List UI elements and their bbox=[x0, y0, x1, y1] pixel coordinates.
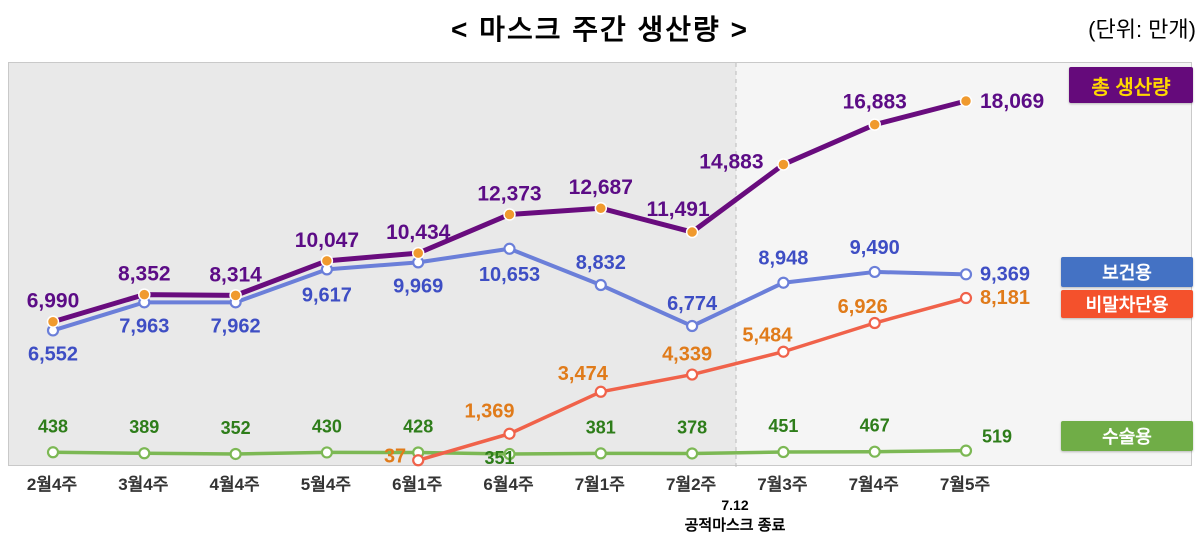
data-point bbox=[777, 345, 790, 358]
data-label: 9,490 bbox=[850, 237, 900, 259]
data-label: 9,617 bbox=[302, 284, 352, 306]
data-point bbox=[777, 158, 790, 171]
data-label: 5,484 bbox=[742, 325, 793, 347]
data-label: 3,474 bbox=[558, 363, 609, 385]
legend-total-production: 총 생산량 bbox=[1069, 67, 1193, 103]
data-point bbox=[229, 447, 242, 461]
x-axis: 2월4주 3월4주 4월4주 5월4주 6월1주 6월4주 7월1주 7월2주 7월3주 7월4주… bbox=[8, 470, 1192, 494]
x-axis-label: 7월4주 bbox=[848, 475, 899, 494]
data-label: 381 bbox=[586, 417, 616, 437]
annotation-public-mask-end: 7.12 공적마스크 종료 bbox=[685, 497, 786, 535]
page-title: < 마스크 주간 생산량 > bbox=[451, 14, 749, 45]
data-point bbox=[138, 288, 151, 301]
x-axis-label: 6월4주 bbox=[483, 475, 534, 494]
x-axis-label: 7월3주 bbox=[757, 475, 808, 494]
data-point bbox=[959, 94, 973, 108]
legend-surgical-mask: 수술용 bbox=[1061, 421, 1193, 451]
x-axis-label: 7월1주 bbox=[574, 475, 625, 494]
x-axis-label: 7월2주 bbox=[665, 475, 717, 494]
data-label: 10,653 bbox=[479, 264, 540, 286]
x-axis-label: 6월1주 bbox=[392, 475, 443, 494]
data-label: 451 bbox=[768, 416, 798, 436]
x-axis-label: 7월5주 bbox=[939, 475, 991, 494]
data-label: 6,990 bbox=[27, 290, 80, 313]
unit-label: (단위: 만개) bbox=[1088, 17, 1196, 42]
data-point bbox=[46, 446, 60, 459]
data-point bbox=[777, 445, 790, 459]
x-axis-label: 2월4주 bbox=[26, 475, 78, 494]
data-point bbox=[320, 446, 333, 459]
legend-droplet-blocking-mask: 비말차단용 bbox=[1061, 290, 1193, 318]
data-label: 9,969 bbox=[393, 275, 443, 297]
data-point bbox=[777, 276, 790, 289]
data-label: 8,314 bbox=[209, 263, 262, 286]
data-label: 1,369 bbox=[464, 401, 514, 423]
data-label: 18,069 bbox=[980, 90, 1044, 113]
data-label: 519 bbox=[982, 427, 1012, 447]
data-label: 467 bbox=[860, 416, 890, 436]
data-point bbox=[503, 208, 516, 221]
data-label: 378 bbox=[677, 417, 707, 437]
data-label: 8,948 bbox=[758, 248, 808, 270]
data-label: 428 bbox=[403, 416, 433, 436]
data-label: 16,883 bbox=[843, 91, 907, 114]
data-point bbox=[503, 242, 516, 255]
data-point bbox=[868, 265, 881, 279]
data-label: 8,181 bbox=[980, 287, 1030, 309]
data-label: 6,774 bbox=[667, 293, 718, 315]
data-point bbox=[685, 225, 699, 239]
x-axis-label: 4월4주 bbox=[209, 475, 260, 494]
data-label: 8,352 bbox=[118, 263, 171, 286]
data-point bbox=[594, 385, 607, 398]
data-label: 430 bbox=[312, 416, 342, 436]
data-label: 351 bbox=[484, 448, 514, 467]
data-label: 7,963 bbox=[119, 315, 169, 337]
data-label: 352 bbox=[221, 418, 251, 438]
data-label: 12,373 bbox=[477, 182, 541, 205]
line-chart: 6,990 8,352 8,314 10,047 10,434 12,373 12,687 1… bbox=[27, 63, 1044, 467]
data-point bbox=[594, 201, 608, 215]
data-label: 6,552 bbox=[28, 343, 78, 365]
data-point bbox=[46, 315, 60, 328]
legend-health-mask: 보건용 bbox=[1061, 257, 1193, 287]
data-label: 4,339 bbox=[662, 344, 712, 366]
x-axis-label: 5월4주 bbox=[300, 475, 351, 494]
data-label: 6,926 bbox=[838, 296, 888, 318]
data-label: 14,883 bbox=[699, 150, 763, 173]
series-line-1 bbox=[51, 246, 968, 333]
data-label: 8,832 bbox=[576, 252, 626, 274]
annotation-date: 7.12 bbox=[721, 497, 749, 513]
data-point bbox=[685, 447, 699, 460]
data-label: 11,491 bbox=[647, 198, 710, 221]
data-label: 12,687 bbox=[569, 176, 633, 199]
data-label: 10,047 bbox=[295, 229, 359, 252]
data-label: 9,369 bbox=[980, 263, 1030, 285]
data-label: 7,962 bbox=[211, 315, 261, 337]
data-point bbox=[320, 254, 334, 268]
data-point bbox=[411, 246, 425, 260]
data-point bbox=[594, 447, 607, 460]
x-axis-label: 3월4주 bbox=[118, 475, 169, 494]
data-point bbox=[412, 454, 425, 467]
data-point bbox=[959, 291, 973, 305]
data-point bbox=[503, 447, 516, 461]
data-point bbox=[138, 447, 151, 460]
data-point bbox=[959, 444, 973, 457]
data-point bbox=[868, 118, 881, 131]
data-point bbox=[868, 445, 881, 458]
data-label: 37 bbox=[384, 445, 406, 467]
data-point bbox=[685, 319, 699, 333]
data-point bbox=[594, 278, 607, 292]
data-label: 389 bbox=[129, 417, 159, 437]
plot-area: 6,990 8,352 8,314 10,047 10,434 12,373 12,687 1… bbox=[8, 62, 1193, 467]
annotation-text: 공적마스크 종료 bbox=[684, 517, 786, 534]
data-point bbox=[229, 289, 242, 302]
data-point bbox=[503, 427, 516, 440]
data-point bbox=[685, 368, 699, 381]
data-point bbox=[868, 316, 881, 330]
data-label: 10,434 bbox=[386, 221, 451, 244]
data-point bbox=[959, 268, 973, 281]
data-label: 438 bbox=[38, 416, 68, 436]
